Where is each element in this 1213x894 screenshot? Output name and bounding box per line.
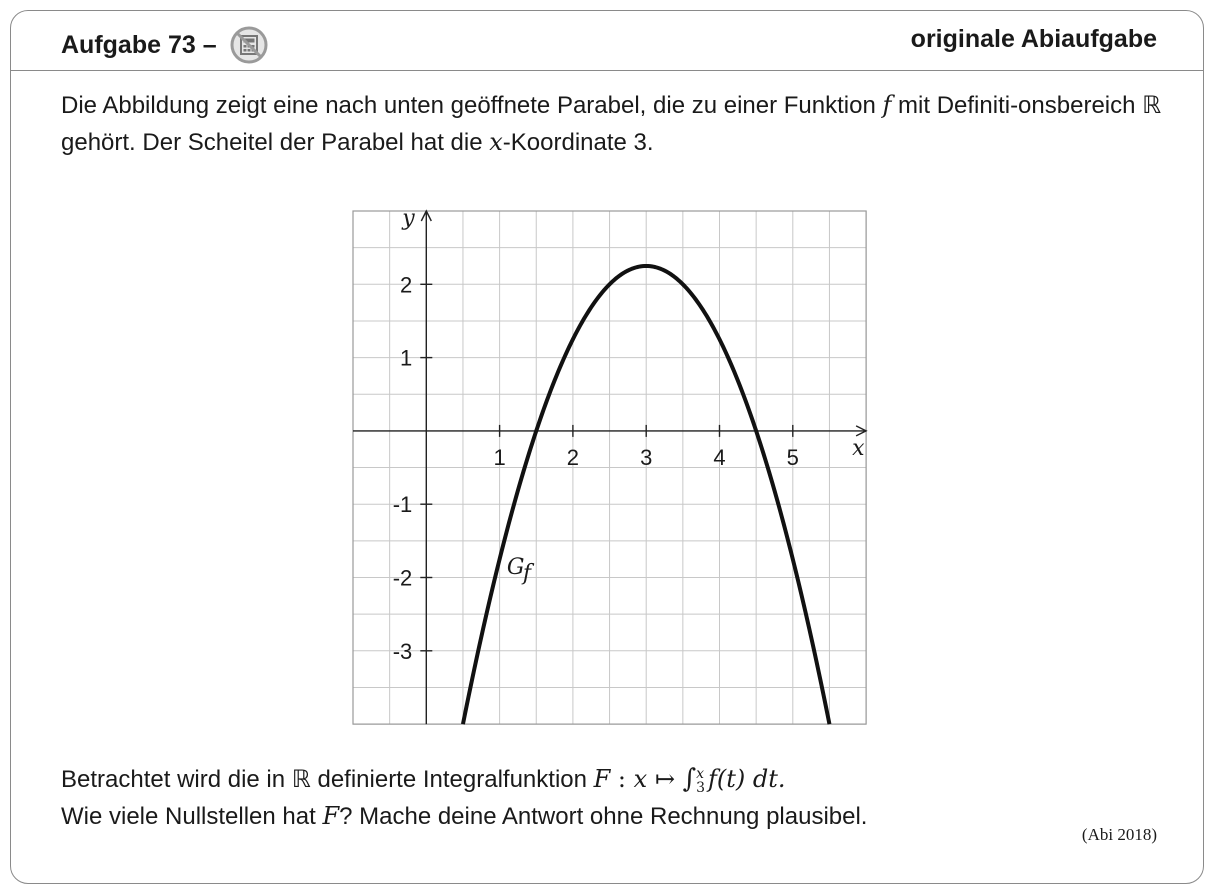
intro-reals: ℝ bbox=[1142, 92, 1162, 119]
x-axis-label: x bbox=[852, 436, 865, 461]
citation: (Abi 2018) bbox=[1081, 825, 1157, 844]
no-calculator-icon bbox=[229, 25, 269, 65]
y-tick-label: -3 bbox=[393, 639, 413, 664]
q-maps: ↦ bbox=[647, 765, 683, 793]
y-axis-arrow bbox=[420, 209, 432, 222]
integral-lower: 3 bbox=[696, 779, 706, 796]
y-tick-label: -1 bbox=[393, 492, 413, 517]
x-tick-label: 3 bbox=[640, 445, 652, 470]
x-tick-label: 5 bbox=[787, 445, 799, 470]
q-x: x bbox=[633, 765, 648, 793]
intro-text: Die Abbildung zeigt eine nach unten geöf… bbox=[61, 87, 1171, 161]
task-label: Aufgabe 73 – bbox=[61, 30, 217, 59]
y-tick-label: -2 bbox=[393, 566, 413, 591]
q-text-b: definierte Integralfunktion bbox=[310, 766, 594, 793]
integral-upper: x bbox=[696, 765, 705, 782]
y-axis-label: y bbox=[401, 206, 415, 231]
q-text-d: ? Mache deine Antwort ohne Rechnung plau… bbox=[339, 803, 868, 830]
intro-part1: Die Abbildung zeigt eine nach unten geöf… bbox=[61, 92, 883, 119]
q-F: F bbox=[593, 765, 611, 793]
curve-label-subscript: f bbox=[521, 561, 535, 586]
integrand: f(t) dt. bbox=[708, 765, 786, 793]
intro-part4: -Koordinate 3. bbox=[502, 129, 654, 156]
chart-svg: x y 1 2 3 4 5 2 1 -1 -2 -3 Gf bbox=[352, 206, 868, 725]
q-F2: F bbox=[322, 802, 340, 830]
q-colon: : bbox=[610, 765, 634, 793]
plot-frame bbox=[352, 210, 867, 725]
intro-x: x bbox=[489, 128, 503, 156]
intro-f: f bbox=[882, 91, 892, 119]
question-line-1: Betrachtet wird die in ℝ definierte Inte… bbox=[61, 761, 1171, 798]
question-text: Betrachtet wird die in ℝ definierte Inte… bbox=[61, 761, 1171, 835]
task-card: Aufgabe 73 – originale Abiaufgabe Die bbox=[10, 10, 1204, 884]
task-title: Aufgabe 73 – bbox=[61, 25, 269, 65]
x-tick-label: 2 bbox=[567, 445, 579, 470]
q-text-c: Wie viele Nullstellen hat bbox=[61, 803, 323, 830]
integral-sign: ∫ bbox=[682, 764, 697, 794]
x-axis-arrow bbox=[855, 425, 868, 437]
y-tick-label: 1 bbox=[400, 346, 412, 371]
question-line-2: Wie viele Nullstellen hat F? Mache deine… bbox=[61, 798, 1171, 835]
intro-part2: mit Definiti-onsbereich bbox=[891, 92, 1143, 119]
q-text-a: Betrachtet wird die in bbox=[61, 766, 292, 793]
x-tick-label: 1 bbox=[493, 445, 505, 470]
task-header: Aufgabe 73 – originale Abiaufgabe bbox=[11, 11, 1203, 71]
curve-label: G bbox=[507, 555, 525, 580]
q-reals: ℝ bbox=[291, 766, 311, 793]
y-tick-label: 2 bbox=[400, 272, 412, 297]
parabola-curve bbox=[460, 263, 832, 725]
x-tick-label: 4 bbox=[713, 445, 725, 470]
source-label: originale Abiaufgabe bbox=[910, 25, 1157, 53]
intro-part3: gehört. Der Scheitel der Parabel hat die bbox=[61, 129, 490, 156]
